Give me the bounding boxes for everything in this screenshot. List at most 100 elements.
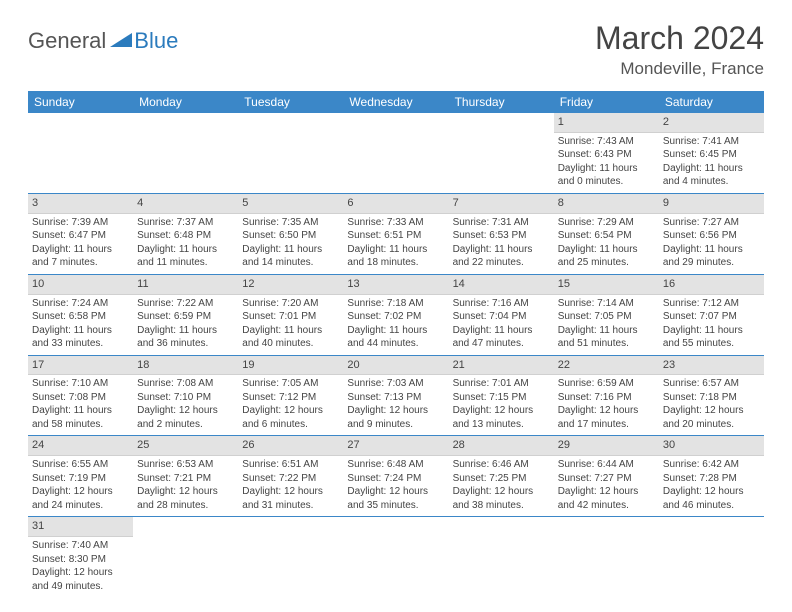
day-body: Sunrise: 6:55 AMSunset: 7:19 PMDaylight:…	[28, 456, 133, 516]
day-d2: and 0 minutes.	[558, 175, 655, 189]
day-number: 15	[554, 275, 659, 295]
day-d1: Daylight: 11 hours	[663, 162, 760, 176]
calendar-cell: 17Sunrise: 7:10 AMSunset: 7:08 PMDayligh…	[28, 355, 133, 436]
day-sunset: Sunset: 7:05 PM	[558, 310, 655, 324]
day-body: Sunrise: 7:24 AMSunset: 6:58 PMDaylight:…	[28, 295, 133, 355]
day-sunset: Sunset: 7:16 PM	[558, 391, 655, 405]
day-d1: Daylight: 12 hours	[137, 404, 234, 418]
weekday-sunday: Sunday	[28, 91, 133, 113]
day-sunset: Sunset: 7:13 PM	[347, 391, 444, 405]
day-body: Sunrise: 7:39 AMSunset: 6:47 PMDaylight:…	[28, 214, 133, 274]
calendar-week-row: 17Sunrise: 7:10 AMSunset: 7:08 PMDayligh…	[28, 355, 764, 436]
weekday-thursday: Thursday	[449, 91, 554, 113]
calendar-cell: 3Sunrise: 7:39 AMSunset: 6:47 PMDaylight…	[28, 193, 133, 274]
day-body: Sunrise: 7:20 AMSunset: 7:01 PMDaylight:…	[238, 295, 343, 355]
day-sunrise: Sunrise: 7:31 AM	[453, 216, 550, 230]
day-body: Sunrise: 7:08 AMSunset: 7:10 PMDaylight:…	[133, 375, 238, 435]
page-title: March 2024	[595, 20, 764, 57]
day-sunrise: Sunrise: 6:42 AM	[663, 458, 760, 472]
calendar-cell	[449, 517, 554, 597]
day-body: Sunrise: 6:48 AMSunset: 7:24 PMDaylight:…	[343, 456, 448, 516]
day-sunset: Sunset: 6:58 PM	[32, 310, 129, 324]
weekday-friday: Friday	[554, 91, 659, 113]
day-number: 7	[449, 194, 554, 214]
day-body: Sunrise: 6:46 AMSunset: 7:25 PMDaylight:…	[449, 456, 554, 516]
day-d2: and 17 minutes.	[558, 418, 655, 432]
calendar-cell	[133, 517, 238, 597]
day-number: 25	[133, 436, 238, 456]
day-sunset: Sunset: 6:48 PM	[137, 229, 234, 243]
day-sunset: Sunset: 6:56 PM	[663, 229, 760, 243]
calendar-cell: 27Sunrise: 6:48 AMSunset: 7:24 PMDayligh…	[343, 436, 448, 517]
day-number: 31	[28, 517, 133, 537]
weekday-tuesday: Tuesday	[238, 91, 343, 113]
day-sunset: Sunset: 7:08 PM	[32, 391, 129, 405]
day-body: Sunrise: 7:35 AMSunset: 6:50 PMDaylight:…	[238, 214, 343, 274]
day-number: 16	[659, 275, 764, 295]
day-d1: Daylight: 12 hours	[242, 404, 339, 418]
calendar-week-row: 3Sunrise: 7:39 AMSunset: 6:47 PMDaylight…	[28, 193, 764, 274]
day-sunrise: Sunrise: 7:10 AM	[32, 377, 129, 391]
day-body: Sunrise: 7:14 AMSunset: 7:05 PMDaylight:…	[554, 295, 659, 355]
calendar-cell: 16Sunrise: 7:12 AMSunset: 7:07 PMDayligh…	[659, 274, 764, 355]
day-body: Sunrise: 7:03 AMSunset: 7:13 PMDaylight:…	[343, 375, 448, 435]
day-sunrise: Sunrise: 7:22 AM	[137, 297, 234, 311]
day-sunrise: Sunrise: 7:39 AM	[32, 216, 129, 230]
day-sunset: Sunset: 6:50 PM	[242, 229, 339, 243]
day-sunrise: Sunrise: 7:37 AM	[137, 216, 234, 230]
day-number: 2	[659, 113, 764, 133]
day-sunrise: Sunrise: 7:41 AM	[663, 135, 760, 149]
day-sunrise: Sunrise: 7:20 AM	[242, 297, 339, 311]
day-body: Sunrise: 6:59 AMSunset: 7:16 PMDaylight:…	[554, 375, 659, 435]
day-d2: and 24 minutes.	[32, 499, 129, 513]
logo-text-general: General	[28, 28, 106, 54]
calendar-cell: 30Sunrise: 6:42 AMSunset: 7:28 PMDayligh…	[659, 436, 764, 517]
calendar-cell: 20Sunrise: 7:03 AMSunset: 7:13 PMDayligh…	[343, 355, 448, 436]
calendar-cell	[238, 517, 343, 597]
day-sunrise: Sunrise: 7:08 AM	[137, 377, 234, 391]
weekday-monday: Monday	[133, 91, 238, 113]
day-sunset: Sunset: 7:21 PM	[137, 472, 234, 486]
day-d1: Daylight: 11 hours	[242, 243, 339, 257]
day-d2: and 42 minutes.	[558, 499, 655, 513]
day-d2: and 9 minutes.	[347, 418, 444, 432]
day-d1: Daylight: 11 hours	[32, 243, 129, 257]
day-body: Sunrise: 7:29 AMSunset: 6:54 PMDaylight:…	[554, 214, 659, 274]
day-d1: Daylight: 12 hours	[347, 485, 444, 499]
weekday-saturday: Saturday	[659, 91, 764, 113]
day-number: 30	[659, 436, 764, 456]
day-number: 22	[554, 356, 659, 376]
calendar-cell: 14Sunrise: 7:16 AMSunset: 7:04 PMDayligh…	[449, 274, 554, 355]
calendar-cell: 7Sunrise: 7:31 AMSunset: 6:53 PMDaylight…	[449, 193, 554, 274]
day-number: 24	[28, 436, 133, 456]
day-d1: Daylight: 12 hours	[558, 485, 655, 499]
day-sunset: Sunset: 7:22 PM	[242, 472, 339, 486]
day-number: 20	[343, 356, 448, 376]
day-number: 4	[133, 194, 238, 214]
day-number: 21	[449, 356, 554, 376]
day-d1: Daylight: 11 hours	[242, 324, 339, 338]
day-sunrise: Sunrise: 7:40 AM	[32, 539, 129, 553]
day-sunset: Sunset: 7:25 PM	[453, 472, 550, 486]
day-d1: Daylight: 11 hours	[347, 324, 444, 338]
day-d2: and 28 minutes.	[137, 499, 234, 513]
calendar-cell: 11Sunrise: 7:22 AMSunset: 6:59 PMDayligh…	[133, 274, 238, 355]
day-d1: Daylight: 11 hours	[347, 243, 444, 257]
day-number: 1	[554, 113, 659, 133]
calendar-week-row: 1Sunrise: 7:43 AMSunset: 6:43 PMDaylight…	[28, 113, 764, 193]
day-d1: Daylight: 11 hours	[558, 162, 655, 176]
day-number: 14	[449, 275, 554, 295]
logo: General Blue	[28, 28, 178, 54]
day-body: Sunrise: 6:44 AMSunset: 7:27 PMDaylight:…	[554, 456, 659, 516]
day-sunset: Sunset: 7:10 PM	[137, 391, 234, 405]
calendar-cell	[343, 517, 448, 597]
calendar-cell: 26Sunrise: 6:51 AMSunset: 7:22 PMDayligh…	[238, 436, 343, 517]
day-d1: Daylight: 11 hours	[663, 243, 760, 257]
day-sunset: Sunset: 8:30 PM	[32, 553, 129, 567]
calendar-cell: 28Sunrise: 6:46 AMSunset: 7:25 PMDayligh…	[449, 436, 554, 517]
day-sunrise: Sunrise: 7:12 AM	[663, 297, 760, 311]
logo-text-blue: Blue	[134, 28, 178, 54]
day-d2: and 25 minutes.	[558, 256, 655, 270]
day-sunrise: Sunrise: 7:43 AM	[558, 135, 655, 149]
day-d2: and 22 minutes.	[453, 256, 550, 270]
